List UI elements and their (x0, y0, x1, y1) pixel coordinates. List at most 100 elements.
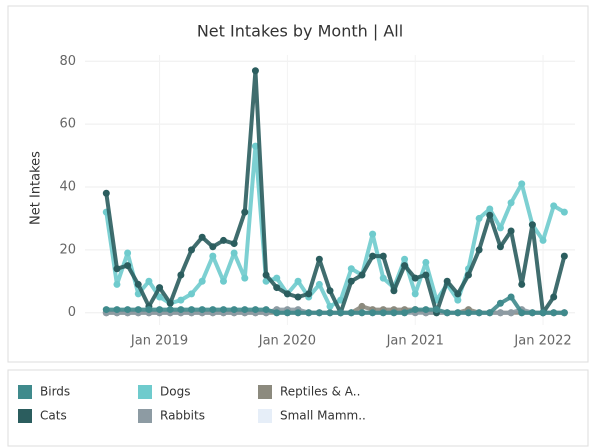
data-point (486, 211, 494, 219)
data-point (294, 293, 302, 301)
legend-label: Small Mamm.. (280, 409, 366, 423)
data-point (475, 309, 483, 317)
data-point (507, 199, 515, 207)
data-point (422, 258, 430, 266)
data-point (156, 284, 164, 292)
data-point (134, 306, 142, 314)
data-point (219, 277, 227, 285)
y-tick-label: 20 (59, 242, 76, 257)
data-point (156, 306, 164, 314)
data-point (198, 306, 206, 314)
x-tick-label: Jan 2019 (130, 334, 188, 349)
data-point (518, 180, 526, 188)
legend-label: Birds (40, 385, 70, 399)
data-point (422, 306, 430, 314)
data-point (315, 255, 323, 263)
data-point (219, 306, 227, 314)
data-point (209, 306, 217, 314)
data-point (326, 287, 334, 295)
data-point (475, 246, 483, 254)
data-point (177, 296, 185, 304)
data-point (539, 309, 547, 317)
data-point (496, 224, 504, 232)
data-point (358, 309, 366, 317)
data-point (166, 299, 174, 307)
data-point (262, 271, 270, 279)
y-tick-label: 40 (59, 180, 76, 195)
data-point (411, 290, 419, 298)
data-point (550, 309, 558, 317)
data-point (102, 189, 110, 197)
legend-swatch (18, 385, 32, 399)
data-point (209, 243, 217, 251)
data-point (518, 309, 526, 317)
data-point (294, 277, 302, 285)
data-point (507, 227, 515, 235)
data-point (358, 302, 366, 310)
data-point (198, 233, 206, 241)
data-point (219, 236, 227, 244)
data-point (241, 208, 249, 216)
x-tick-label: Jan 2021 (386, 334, 444, 349)
data-point (145, 306, 153, 314)
data-point (326, 302, 334, 310)
data-point (358, 271, 366, 279)
data-point (454, 309, 462, 317)
data-point (337, 309, 345, 317)
data-point (560, 309, 568, 317)
data-point (305, 309, 313, 317)
data-point (145, 277, 153, 285)
data-point (347, 277, 355, 285)
data-point (401, 255, 409, 263)
legend-label: Reptiles & A.. (280, 385, 360, 399)
legend-label: Dogs (160, 385, 190, 399)
data-point (230, 240, 238, 248)
data-point (560, 252, 568, 260)
legend-swatch (258, 409, 272, 423)
legend-label: Cats (40, 409, 67, 423)
data-point (241, 274, 249, 282)
data-point (251, 67, 259, 75)
data-point (550, 202, 558, 210)
data-point (241, 306, 249, 314)
data-point (379, 252, 387, 260)
data-point (305, 290, 313, 298)
data-point (539, 236, 547, 244)
data-point (230, 306, 238, 314)
data-point (369, 309, 377, 317)
data-point (262, 306, 270, 314)
data-point (507, 293, 515, 301)
data-point (528, 221, 536, 229)
y-tick-label: 80 (59, 54, 76, 69)
x-tick-label: Jan 2020 (258, 334, 316, 349)
data-point (166, 306, 174, 314)
data-point (251, 306, 259, 314)
data-point (251, 142, 259, 150)
data-point (464, 271, 472, 279)
data-point (443, 277, 451, 285)
data-point (496, 299, 504, 307)
y-tick-label: 60 (59, 117, 76, 132)
data-point (379, 309, 387, 317)
data-point (379, 274, 387, 282)
data-point (454, 290, 462, 298)
chart-frame (7, 5, 589, 363)
data-point (464, 309, 472, 317)
data-point (486, 309, 494, 317)
data-point (273, 284, 281, 292)
data-point (411, 274, 419, 282)
data-point (124, 249, 132, 257)
data-point (113, 265, 121, 273)
data-point (401, 309, 409, 317)
legend-swatch (18, 409, 32, 423)
data-point (188, 290, 196, 298)
data-point (294, 309, 302, 317)
data-point (273, 274, 281, 282)
legend-swatch (138, 409, 152, 423)
data-point (347, 309, 355, 317)
chart-title: Net Intakes by Month | All (197, 22, 403, 41)
data-point (443, 309, 451, 317)
data-point (315, 280, 323, 288)
y-tick-label: 0 (68, 305, 76, 320)
